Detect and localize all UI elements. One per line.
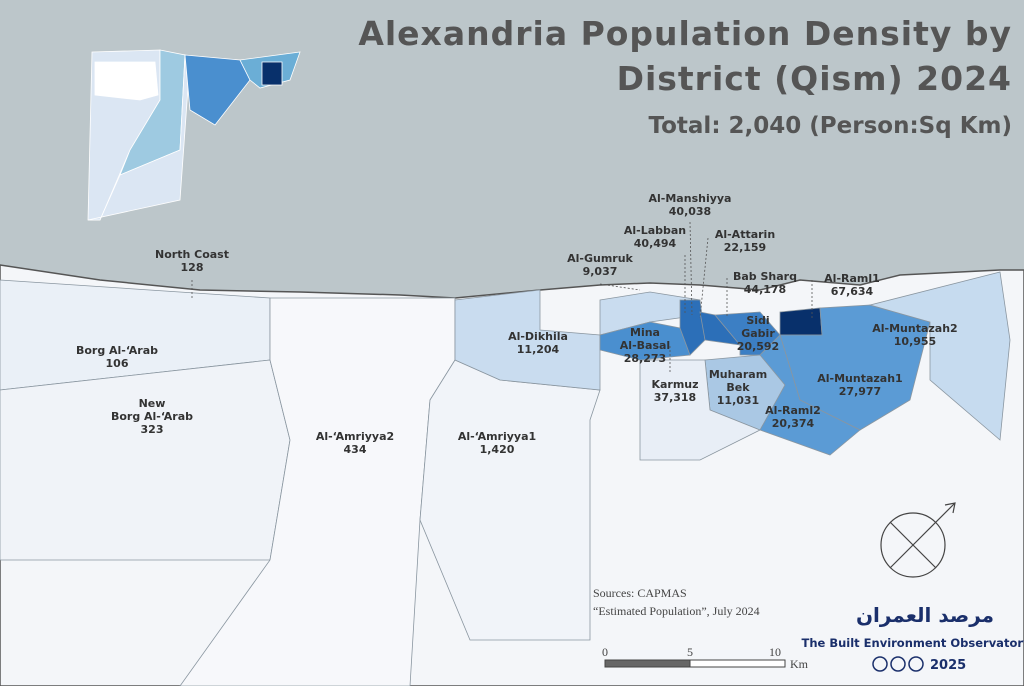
district-shape [679,299,706,356]
inset-shape [184,54,251,126]
district-shape [0,359,291,561]
title: Alexandria Population Density by [358,14,1012,53]
district-density: 27,977 [839,385,881,398]
district-name: Al-Manshiyya [649,192,732,205]
district-name: Al-Gumruk [567,252,633,265]
district-name: Muharam [709,368,767,381]
inset-shape [94,61,159,101]
logo-year: 2025 [930,658,966,673]
scale-bar: 0 5 10 Km [602,645,809,671]
district-shape [779,307,823,336]
district-name: Gabir [741,327,775,340]
district-density: 11,204 [517,343,560,356]
district-density: 44,178 [744,283,786,296]
district-density: 10,955 [894,335,936,348]
district-name: New [139,397,166,410]
district-name: Al-Muntazah2 [872,322,957,335]
inset-shape [261,61,283,86]
district-density: 1,420 [480,443,515,456]
north-arrow [880,502,956,578]
district-name: Al-‘Amriyya2 [316,430,394,443]
district-name: Mina [630,326,660,339]
source: “Estimated Population”, July 2024 [593,604,760,618]
district-name: Al-Raml2 [765,404,821,417]
district-name: Al-Raml1 [824,272,880,285]
district-density: 323 [141,423,164,436]
leader-lines [191,221,813,372]
district-name: Bab Sharq [733,270,797,283]
district-name: Al-Muntazah1 [817,372,902,385]
district-density: 434 [344,443,367,456]
district-name: Al-Dikhila [508,330,568,343]
district-name: Bek [726,381,750,394]
district-density: 20,592 [737,340,779,353]
district-name: Al-Basal [620,339,670,352]
district-density: 20,374 [772,417,815,430]
district-density: 22,159 [724,241,766,254]
district-name: Borg Al-‘Arab [111,410,193,423]
district-density: 40,038 [669,205,711,218]
district-density: 40,494 [634,237,677,250]
logo-arabic: مرصد العمران [856,603,994,627]
district-name: Karmuz [651,378,698,391]
district-density: 28,273 [624,352,666,365]
district-density: 37,318 [654,391,696,404]
title: District (Qism) 2024 [617,59,1012,98]
logo-english: The Built Environment Observatory [801,636,1024,650]
district-shape [639,359,761,461]
districts [0,271,1011,686]
scale-tick: 10 [769,645,781,659]
district-shape [454,289,601,391]
district-name: Al-Labban [624,224,686,237]
district-name: Borg Al-‘Arab [76,344,158,357]
license-icons [872,656,924,672]
district-name: Al-‘Amriyya1 [458,430,536,443]
source: Sources: CAPMAS [593,586,687,600]
district-density: 67,634 [831,285,874,298]
subtitle: Total: 2,040 (Person:Sq Km) [648,113,1012,139]
district-density: 11,031 [717,394,759,407]
district-density: 128 [181,261,204,274]
district-density: 9,037 [583,265,618,278]
scale-unit: Km [790,657,809,671]
scale-tick: 5 [687,645,693,659]
district-density: 106 [106,357,129,370]
inset-map [87,49,301,221]
district-name: Al-Attarin [715,228,775,241]
inset-shape [87,54,191,221]
scale-tick: 0 [602,645,608,659]
district-name: North Coast [155,248,229,261]
district-name: Sidi [746,314,769,327]
district-shape [868,271,1011,441]
